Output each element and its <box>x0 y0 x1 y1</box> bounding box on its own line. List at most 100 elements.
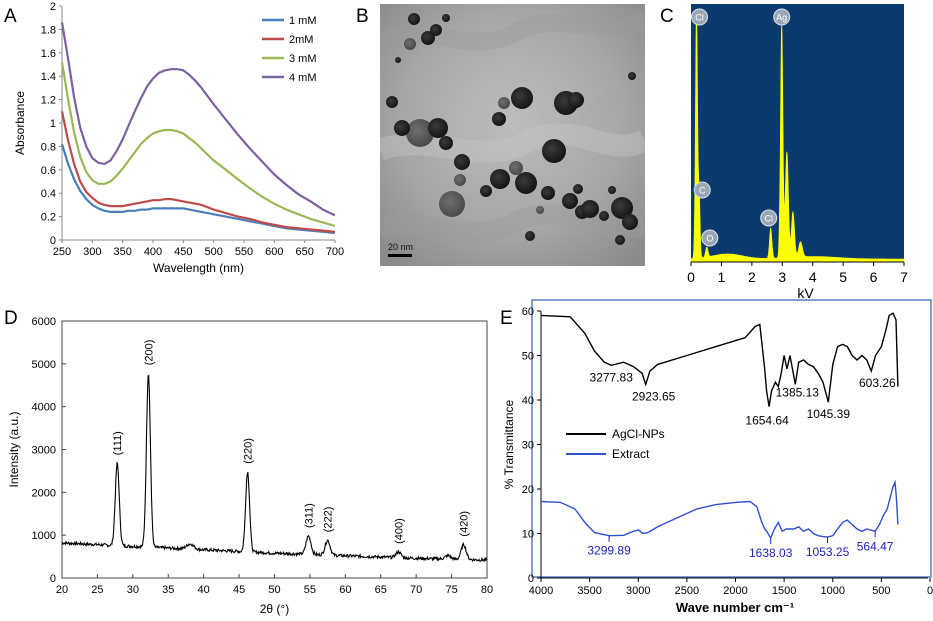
x-axis-label: 2θ (°) <box>260 602 289 616</box>
y-tick-label: 1 <box>50 118 56 130</box>
x-tick-label: 400 <box>144 246 162 258</box>
x-tick-label: 550 <box>235 246 253 258</box>
scale-bar-label: 20 nm <box>388 242 413 252</box>
y-tick-label: 4000 <box>32 402 56 414</box>
peak-label: (222) <box>323 507 335 533</box>
nanoparticle <box>615 235 625 245</box>
eds-peak-label: O <box>706 234 713 244</box>
nanoparticle <box>442 14 450 22</box>
y-tick-label: 0 <box>50 573 56 585</box>
nanoparticle <box>599 211 609 221</box>
x-tick-label: 2500 <box>675 585 699 597</box>
nanoparticle <box>428 118 448 138</box>
series-line-1 <box>60 111 336 233</box>
y-tick-label: 2 <box>50 1 56 13</box>
series-line-3 <box>60 22 336 217</box>
x-tick-label: 7 <box>900 269 908 285</box>
series-line-0 <box>60 143 336 235</box>
x-tick-label: 350 <box>113 246 131 258</box>
x-tick-label: 40 <box>198 584 210 596</box>
nanoparticle <box>608 186 616 194</box>
nanoparticle <box>404 38 416 50</box>
nanoparticle <box>386 96 398 108</box>
x-tick-label: 35 <box>162 584 174 596</box>
y-tick-label: 50 <box>522 351 534 363</box>
nanoparticle <box>581 200 599 218</box>
y-tick-label: 0.8 <box>41 141 56 153</box>
eds-spectrum-fill <box>690 9 905 263</box>
legend-label-0: AgCl-NPs <box>612 427 665 441</box>
x-tick-label: 45 <box>233 584 245 596</box>
x-tick-label: 1000 <box>821 585 845 597</box>
eds-peak-marker <box>701 229 719 247</box>
nanoparticle <box>430 24 442 36</box>
eds-peak-label: Ag <box>776 13 787 23</box>
nanoparticle <box>568 92 584 108</box>
x-tick-label: 1500 <box>772 585 796 597</box>
x-tick-label: 60 <box>339 584 351 596</box>
xrd-pattern-line <box>61 374 488 563</box>
y-tick-label: 10 <box>522 529 534 541</box>
nanoparticle <box>454 154 470 170</box>
nanoparticle <box>439 136 453 150</box>
nanoparticle <box>542 139 566 163</box>
nanoparticles <box>380 11 645 245</box>
x-tick-label: 20 <box>56 584 68 596</box>
x-tick-label: 0 <box>927 585 933 597</box>
x-tick-label: 300 <box>83 246 101 258</box>
nanoparticle <box>611 197 633 219</box>
peak-label: (400) <box>393 518 405 544</box>
y-tick-label: 0 <box>50 235 56 247</box>
series-line-1 <box>540 479 899 540</box>
x-tick-label: 0 <box>687 269 695 285</box>
nanoparticle <box>622 214 638 230</box>
y-tick-label: 1.4 <box>41 71 56 83</box>
peak-label: 603.26 <box>859 376 896 390</box>
nanoparticle <box>498 97 510 109</box>
x-tick-label: 600 <box>265 246 283 258</box>
x-tick-label: 80 <box>481 584 493 596</box>
peak-label: (111) <box>112 431 124 455</box>
peak-label: 3299.89 <box>587 544 631 558</box>
panel-letter-e: E <box>500 308 513 329</box>
eds-plot-area <box>691 4 904 262</box>
y-tick-label: 1.6 <box>41 48 56 60</box>
x-tick-label: 500 <box>872 585 890 597</box>
nanoparticle <box>490 169 510 189</box>
nanoparticle <box>573 184 583 194</box>
peak-label: 3277.83 <box>590 370 634 384</box>
x-tick-label: 55 <box>304 584 316 596</box>
nanoparticle <box>492 112 506 126</box>
peak-label: (311) <box>304 503 316 528</box>
eds-peak-marker <box>693 181 711 199</box>
panel-letter-c: C <box>660 6 674 27</box>
x-axis-label: Wave number cm⁻¹ <box>676 600 794 615</box>
x-tick-label: 50 <box>268 584 280 596</box>
peak-label: 1045.39 <box>807 407 851 421</box>
y-tick-label: 0.6 <box>41 165 56 177</box>
y-tick-label: 20 <box>522 484 534 496</box>
y-tick-label: 0.4 <box>41 188 56 200</box>
nanoparticle <box>406 119 434 147</box>
series-line-0 <box>540 312 899 407</box>
uv-vis-chart: 250 300 350 400 450 500 550 600 650 700 0 0.2 0.4 0.6… <box>13 1 344 275</box>
scale-bar <box>388 254 412 257</box>
x-tick-label: 4 <box>809 269 817 285</box>
x-tick-label: 700 <box>326 246 344 258</box>
y-tick-label: 1.2 <box>41 95 56 107</box>
y-tick-label: 30 <box>522 440 534 452</box>
x-tick-label: 75 <box>445 584 457 596</box>
peak-label: (200) <box>143 340 155 366</box>
x-tick-label: 25 <box>91 584 103 596</box>
nanoparticle <box>525 231 535 241</box>
x-tick-label: 650 <box>295 246 313 258</box>
legend-label-1: Extract <box>612 447 650 461</box>
peak-label: (420) <box>459 511 471 537</box>
panel-letter-d: D <box>4 308 18 329</box>
tem-image: 20 nm <box>380 4 645 266</box>
y-tick-label: 5000 <box>32 359 56 371</box>
y-axis-label: Absorbance <box>13 91 27 155</box>
peak-label: 1638.03 <box>749 546 793 560</box>
peak-label: 2923.65 <box>632 389 676 403</box>
x-tick-label: 3500 <box>577 585 601 597</box>
